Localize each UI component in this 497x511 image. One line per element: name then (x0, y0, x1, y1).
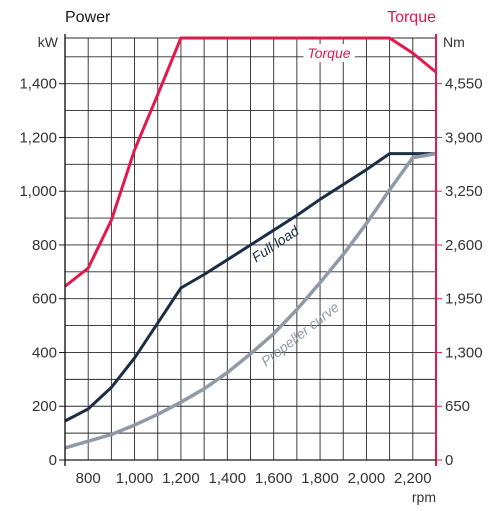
x-tick-label: 1,200 (162, 470, 200, 487)
x-tick-label: 800 (76, 470, 101, 487)
x-tick-label: 1,800 (301, 470, 339, 487)
right-axis-unit: Nm (443, 34, 465, 50)
x-tick-label: 1,000 (116, 470, 154, 487)
left-tick-label: 800 (32, 237, 57, 254)
left-axis-unit: kW (38, 34, 59, 50)
full-load-line (64, 152, 436, 423)
right-tick-label: 2,600 (445, 237, 483, 254)
propeller-curve-line (64, 151, 437, 450)
power-header: Power (65, 9, 111, 26)
right-tick-label: 1,950 (445, 291, 483, 308)
series-layer (64, 36, 437, 450)
x-tick-label: 2,000 (348, 470, 386, 487)
right-tick-label: 4,550 (445, 76, 483, 93)
right-tick-label: 650 (445, 398, 470, 415)
left-tick-label: 1,400 (19, 76, 57, 93)
right-tick-label: 0 (445, 452, 453, 469)
axes: 800 1,000 1,200 1,400 1,600 1,800 2,000 2,200 0 2… (19, 34, 483, 487)
x-axis-unit: rpm (412, 489, 436, 505)
torque-header: Torque (387, 9, 436, 26)
left-tick-label: 200 (32, 398, 57, 415)
torque-line (64, 36, 437, 288)
left-tick-label: 400 (32, 344, 57, 361)
right-tick-label: 3,250 (445, 183, 483, 200)
x-tick-label: 2,200 (394, 470, 432, 487)
left-tick-label: 1,200 (19, 129, 57, 146)
propeller-series-label: Propeller curve (258, 299, 342, 370)
right-tick-label: 1,300 (445, 344, 483, 361)
left-tick-label: 600 (32, 291, 57, 308)
left-tick-label: 1,000 (19, 183, 57, 200)
x-tick-label: 1,600 (255, 470, 293, 487)
right-tick-label: 3,900 (445, 129, 483, 146)
torque-label-background (303, 44, 355, 62)
left-tick-label: 0 (49, 452, 57, 469)
grid (64, 37, 437, 461)
x-tick-label: 1,400 (209, 470, 247, 487)
torque-series-label: Torque (307, 45, 350, 61)
